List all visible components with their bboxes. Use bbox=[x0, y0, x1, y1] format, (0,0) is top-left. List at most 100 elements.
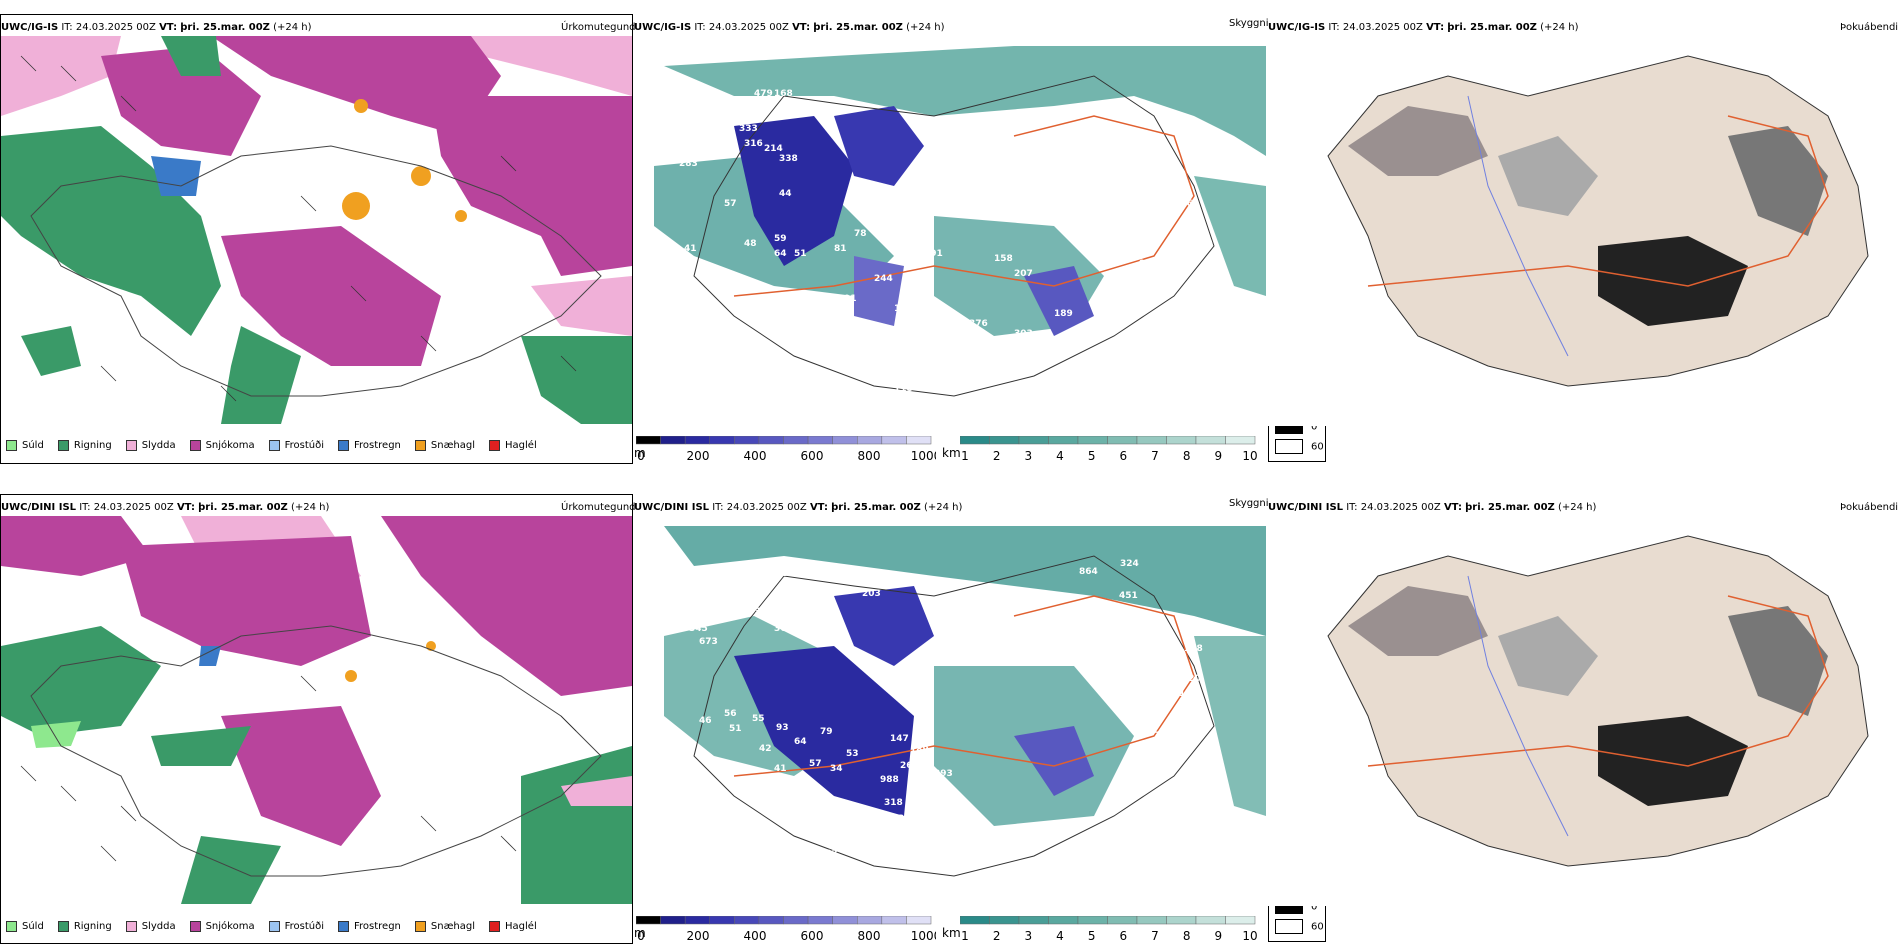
colorbar-tick-label: 0 bbox=[637, 449, 645, 463]
svg-text:57: 57 bbox=[724, 199, 737, 209]
svg-text:57: 57 bbox=[809, 759, 822, 769]
colorbar-segment bbox=[758, 916, 784, 925]
svg-text:59: 59 bbox=[774, 234, 787, 244]
svg-text:246: 246 bbox=[989, 339, 1008, 349]
svg-text:81: 81 bbox=[834, 244, 847, 254]
fog-title-bottom: Þokuábendi bbox=[1840, 502, 1899, 513]
svg-text:79: 79 bbox=[820, 727, 833, 737]
colorbar-segment bbox=[906, 436, 932, 445]
precip-legend-top: Súld Rigning Slydda Snjókoma Frostúði Fr… bbox=[6, 440, 551, 451]
colorbar-segment bbox=[684, 916, 711, 925]
svg-text:786: 786 bbox=[1129, 643, 1148, 653]
svg-text:244: 244 bbox=[874, 274, 893, 284]
svg-text:133: 133 bbox=[819, 849, 838, 859]
colorbar-segment bbox=[660, 916, 686, 925]
colorbar-segment bbox=[881, 436, 907, 445]
svg-text:205: 205 bbox=[1189, 167, 1208, 177]
colorbar-segment bbox=[636, 436, 661, 445]
colorbar-segment bbox=[832, 916, 858, 925]
svg-text:839: 839 bbox=[1096, 633, 1115, 643]
svg-text:139: 139 bbox=[1194, 239, 1213, 249]
svg-text:479: 479 bbox=[754, 89, 773, 99]
svg-text:176: 176 bbox=[934, 597, 953, 607]
legend-item-sleet: Slydda bbox=[125, 440, 176, 451]
colorbar-tick-label: 800 bbox=[858, 449, 881, 463]
svg-text:118: 118 bbox=[894, 384, 913, 394]
svg-text:944: 944 bbox=[1144, 659, 1163, 669]
colorbar-tick-label: 10 bbox=[1242, 929, 1257, 943]
colorbar-tick-label: 200 bbox=[687, 929, 710, 943]
svg-text:41: 41 bbox=[684, 244, 697, 254]
legend-item-ice-pellets: Snæhagl bbox=[414, 440, 475, 451]
svg-text:316: 316 bbox=[744, 139, 763, 149]
colorbar-segment bbox=[881, 916, 907, 925]
colorbar-tick-label: 5 bbox=[1088, 449, 1096, 463]
colorbar-segment bbox=[734, 436, 760, 445]
colorbar-segment bbox=[758, 436, 784, 445]
svg-text:234: 234 bbox=[827, 867, 846, 877]
visibility-unit-bottom: km bbox=[942, 926, 961, 940]
svg-text:360: 360 bbox=[774, 624, 793, 634]
svg-text:34: 34 bbox=[830, 764, 843, 774]
svg-text:93: 93 bbox=[776, 723, 789, 733]
precip-type-title: Úrkomutegund bbox=[561, 22, 636, 33]
colorbar-tick-label: 5 bbox=[1088, 929, 1096, 943]
elevation-unit-bottom: m bbox=[634, 926, 646, 940]
colorbar-segment bbox=[1018, 436, 1049, 445]
svg-text:293: 293 bbox=[934, 769, 953, 779]
precip-type-map-bottom bbox=[1, 516, 632, 904]
colorbar-segment bbox=[989, 436, 1020, 445]
svg-text:318: 318 bbox=[884, 798, 903, 808]
precip-type-title-bottom: Úrkomutegund bbox=[561, 502, 636, 513]
svg-text:42: 42 bbox=[759, 744, 772, 754]
visibility-title-bottom: Skyggni bbox=[1229, 498, 1269, 509]
colorbar-tick-label: 1 bbox=[961, 929, 969, 943]
colorbar-tick-label: 8 bbox=[1183, 929, 1191, 943]
svg-text:158: 158 bbox=[994, 254, 1013, 264]
colorbar-tick-label: 600 bbox=[801, 929, 824, 943]
legend-item-hail: Haglél bbox=[489, 440, 537, 451]
it-value: 24.03.2025 00Z bbox=[75, 22, 156, 33]
svg-text:207: 207 bbox=[1014, 269, 1033, 279]
svg-text:316: 316 bbox=[898, 814, 917, 824]
model-name: UWC/IG-IS bbox=[1, 22, 59, 33]
colorbar-segment bbox=[783, 916, 809, 925]
svg-text:120: 120 bbox=[1182, 674, 1201, 684]
svg-text:41: 41 bbox=[774, 764, 787, 774]
colorbar-tick-label: 200 bbox=[687, 449, 710, 463]
precip-type-map-top bbox=[1, 36, 632, 424]
svg-text:253: 253 bbox=[742, 607, 761, 617]
svg-text:133: 133 bbox=[869, 389, 888, 399]
svg-text:78: 78 bbox=[956, 659, 969, 669]
colorbar-segment bbox=[960, 436, 990, 445]
svg-text:988: 988 bbox=[880, 775, 899, 785]
colorbar-tick-label: 6 bbox=[1120, 449, 1128, 463]
colorbar-tick-label: 600 bbox=[801, 449, 824, 463]
colorbar-segment bbox=[989, 916, 1020, 925]
svg-text:562: 562 bbox=[709, 605, 728, 615]
colorbar-segment bbox=[1166, 436, 1197, 445]
precip-type-panel-top bbox=[0, 14, 633, 464]
fog-title: Þokuábendi bbox=[1840, 22, 1899, 33]
panel-title-vis-top: UWC/IG-IS IT: 24.03.2025 00Z VT: þri. 25… bbox=[634, 22, 945, 33]
legend-item-snow: Snjókoma bbox=[189, 440, 255, 451]
colorbar-tick-label: 2 bbox=[993, 449, 1001, 463]
svg-text:451: 451 bbox=[1119, 591, 1138, 601]
svg-text:97: 97 bbox=[1139, 259, 1152, 269]
svg-text:94: 94 bbox=[1064, 334, 1077, 344]
svg-text:289: 289 bbox=[910, 785, 929, 795]
precip-legend-bottom: Súld Rigning Slydda Snjókoma Frostúði Fr… bbox=[6, 921, 551, 932]
svg-text:147: 147 bbox=[890, 734, 909, 744]
colorbar-tick-label: 2 bbox=[993, 929, 1001, 943]
svg-text:324: 324 bbox=[1120, 559, 1139, 569]
colorbar-segment bbox=[1195, 916, 1226, 925]
svg-text:48: 48 bbox=[744, 239, 757, 249]
colorbar-segment bbox=[1018, 916, 1049, 925]
legend-item-freezing-rain: Frostregn bbox=[338, 440, 401, 451]
svg-text:610: 610 bbox=[1096, 164, 1115, 174]
colorbar-segment bbox=[857, 916, 883, 925]
colorbar-tick-label: 1000 bbox=[911, 929, 936, 943]
svg-text:772: 772 bbox=[1114, 608, 1133, 618]
